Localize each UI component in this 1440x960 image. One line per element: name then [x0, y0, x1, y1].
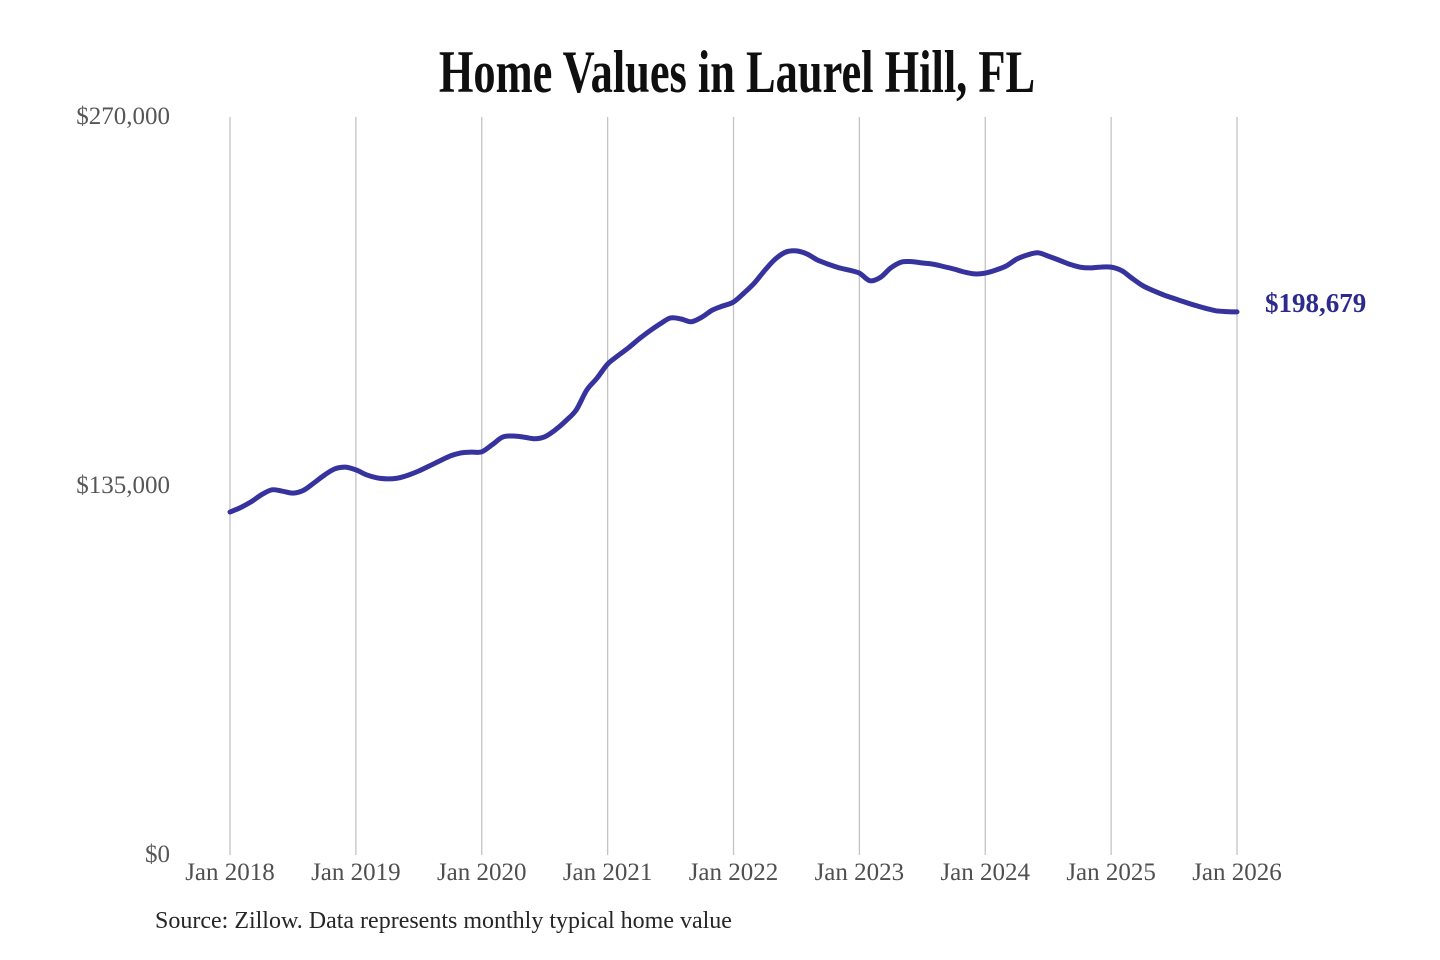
x-axis-label: Jan 2020	[436, 859, 527, 886]
y-axis-label: $270,000	[76, 103, 170, 130]
x-axis-label: Jan 2018	[185, 859, 275, 886]
x-axis-label: Jan 2022	[688, 859, 779, 886]
y-axis-label: $135,000	[76, 472, 170, 499]
latest-value-label: $198,679	[1265, 287, 1367, 318]
chart-title: Home Values in Laurel Hill, FL	[438, 39, 1036, 105]
x-axis-label: Jan 2026	[1192, 859, 1282, 886]
x-axis-label: Jan 2021	[562, 859, 653, 886]
y-axis-label: $0	[145, 841, 170, 868]
home-value-series-line	[227, 248, 1240, 515]
source-note: Source: Zillow. Data represents monthly …	[155, 908, 732, 934]
vertical-gridlines	[229, 117, 1238, 855]
x-axis-label: Jan 2025	[1066, 859, 1156, 886]
x-axis-label: Jan 2024	[940, 859, 1031, 886]
x-axis-label: Jan 2023	[814, 859, 905, 886]
x-axis-label: Jan 2019	[311, 859, 401, 886]
